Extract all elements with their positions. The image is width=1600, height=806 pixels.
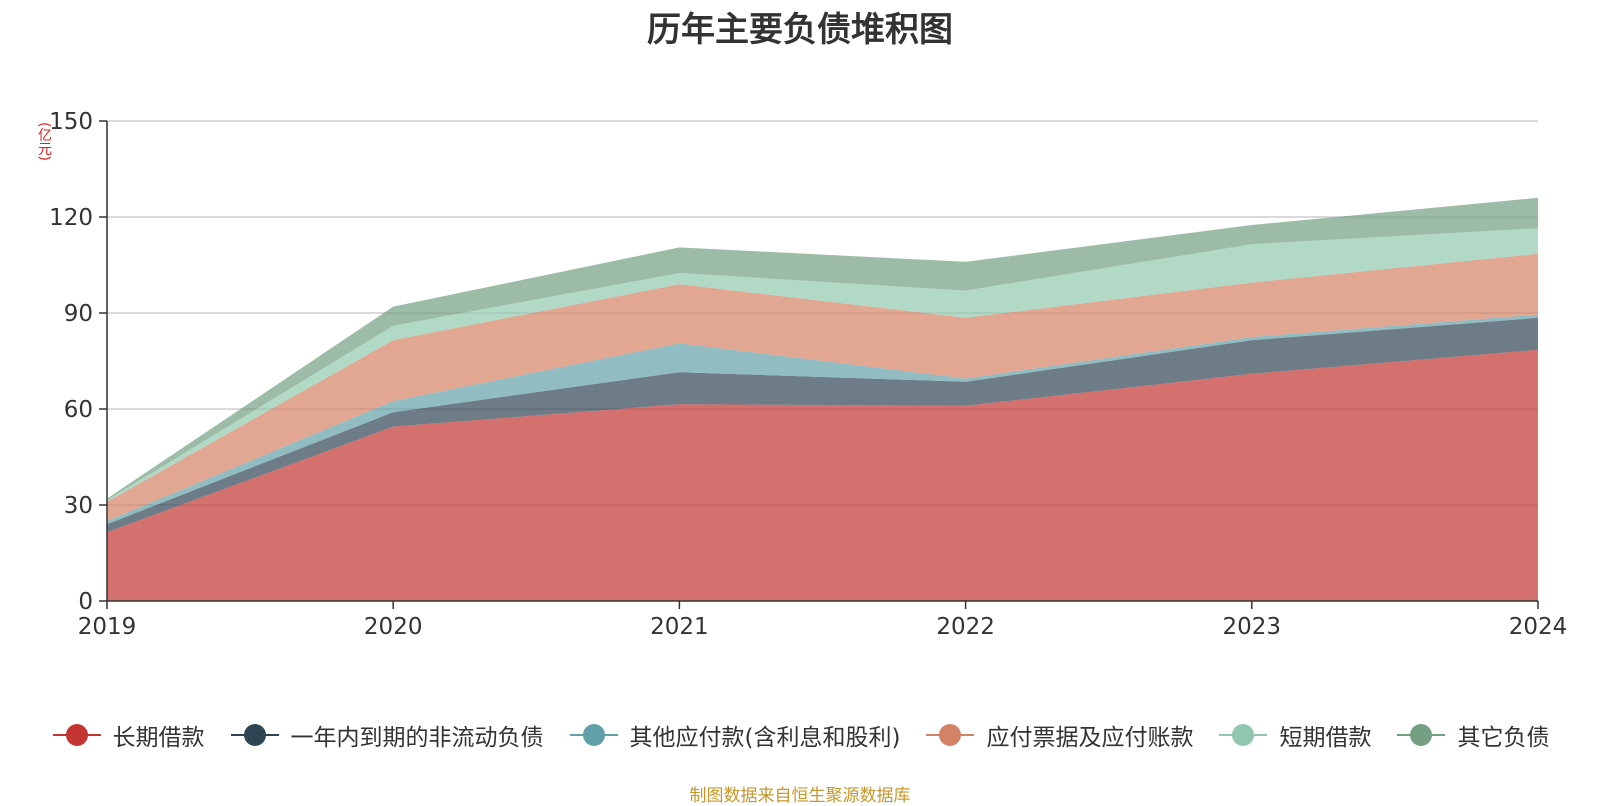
legend-label: 短期借款 — [1279, 725, 1372, 751]
y-tick-label: 30 — [64, 493, 93, 519]
legend-item[interactable]: 长期借款 — [51, 718, 205, 752]
y-tick-label: 150 — [49, 109, 93, 135]
area-series-5 — [107, 228, 1538, 502]
y-axis-unit-label: (亿元) — [36, 122, 52, 161]
legend-item[interactable]: 一年内到期的非流动负债 — [229, 718, 544, 752]
y-tick-label: 90 — [64, 301, 93, 327]
area-series-2 — [107, 317, 1538, 533]
x-tick-label: 2019 — [78, 614, 137, 640]
legend-marker-icon — [1395, 722, 1447, 748]
legend-label: 其它负债 — [1457, 725, 1550, 751]
area-series-6 — [107, 197, 1538, 501]
y-tick-label: 0 — [78, 589, 93, 615]
legend-label: 其他应付款(含利息和股利) — [629, 725, 901, 751]
legend-marker-icon — [51, 722, 103, 748]
legend-label: 长期借款 — [112, 725, 205, 751]
x-tick-label: 2022 — [936, 614, 995, 640]
legend-item[interactable]: 应付票据及应付账款 — [924, 718, 1193, 752]
legend-marker-icon — [229, 722, 281, 748]
x-tick-label: 2021 — [650, 614, 709, 640]
x-tick-label: 2024 — [1509, 614, 1568, 640]
data-source-note: 制图数据来自恒生聚源数据库 — [689, 786, 911, 806]
chart-title: 历年主要负债堆积图 — [647, 10, 953, 50]
legend-item[interactable]: 其它负债 — [1395, 718, 1549, 752]
legend-marker-icon — [568, 722, 620, 748]
area-series-1 — [107, 349, 1538, 601]
area-series-4 — [107, 253, 1538, 522]
y-tick-label: 120 — [49, 205, 93, 231]
legend-item[interactable]: 短期借款 — [1217, 718, 1371, 752]
legend-item[interactable]: 其他应付款(含利息和股利) — [568, 718, 901, 752]
legend-label: 应付票据及应付账款 — [986, 725, 1194, 751]
x-tick-label: 2020 — [364, 614, 423, 640]
legend-marker-icon — [1217, 722, 1269, 748]
y-tick-label: 60 — [64, 397, 93, 423]
legend-label: 一年内到期的非流动负债 — [290, 725, 544, 751]
chart-legend: 长期借款 一年内到期的非流动负债 其他应付款(含利息和股利) 应付票据及应付账款 短期借… — [0, 718, 1600, 752]
x-tick-label: 2023 — [1223, 614, 1282, 640]
legend-marker-icon — [924, 722, 976, 748]
